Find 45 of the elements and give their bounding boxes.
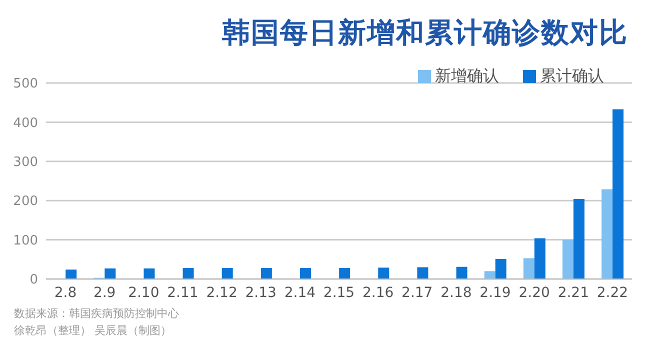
bar: [534, 238, 546, 279]
bar: [378, 268, 390, 279]
x-tick-label: 2.20: [518, 284, 550, 301]
x-tick-label: 2.17: [402, 284, 433, 301]
bar: [339, 268, 350, 279]
x-tick-label: 2.13: [245, 284, 276, 301]
bar: [484, 271, 496, 279]
x-tick-label: 2.16: [362, 284, 394, 301]
y-tick-label: 0: [30, 272, 38, 288]
x-tick-label: 2.10: [128, 284, 160, 301]
x-tick-label: 2.14: [284, 284, 316, 301]
x-tick-label: 2.15: [323, 284, 355, 301]
text: 徐乾昂（整理） 吴辰晨（制图）: [14, 323, 172, 339]
y-tick-label: 100: [13, 233, 38, 248]
y-tick-label: 400: [13, 116, 38, 131]
y-tick-label: 200: [13, 194, 38, 210]
bar: [573, 199, 584, 279]
x-tick-label: 2.8: [54, 284, 77, 301]
bar: [144, 268, 155, 279]
x-tick-label: 2.21: [558, 284, 589, 301]
bar: [523, 258, 534, 279]
x-tick-label: 2.18: [440, 284, 472, 301]
bar: [260, 268, 272, 279]
y-tick-label: 500: [13, 76, 38, 92]
chart-title: 韩国每日新增和累计确诊数对比: [222, 15, 628, 51]
y-tick-label: 300: [13, 155, 38, 170]
bar: [562, 240, 574, 279]
bar: [104, 268, 116, 279]
bar: [495, 259, 506, 279]
bar: [602, 189, 613, 279]
x-tick-label: 2.12: [206, 284, 238, 301]
source-note: 数据来源：韩国疾病预防控制中心: [14, 306, 179, 322]
bar: [66, 270, 77, 279]
bar: [612, 109, 624, 279]
x-tick-label: 2.9: [93, 284, 116, 301]
x-tick-label: 2.19: [480, 284, 511, 301]
bar: [182, 268, 194, 279]
bar: [300, 268, 311, 279]
legend-label: 累计确认: [540, 66, 604, 85]
bar: [456, 266, 468, 279]
bar: [222, 268, 233, 279]
legend-label: 新增确认: [435, 66, 499, 85]
x-tick-label: 2.22: [596, 284, 628, 301]
x-tick-label: 2.11: [167, 284, 198, 301]
bar: [417, 267, 428, 279]
